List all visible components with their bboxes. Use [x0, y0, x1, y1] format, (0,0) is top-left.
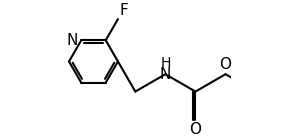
Text: F: F [120, 2, 128, 18]
Text: N: N [160, 67, 171, 82]
Text: O: O [219, 57, 232, 72]
Text: H: H [160, 56, 170, 70]
Text: N: N [67, 33, 78, 48]
Text: O: O [190, 122, 202, 137]
